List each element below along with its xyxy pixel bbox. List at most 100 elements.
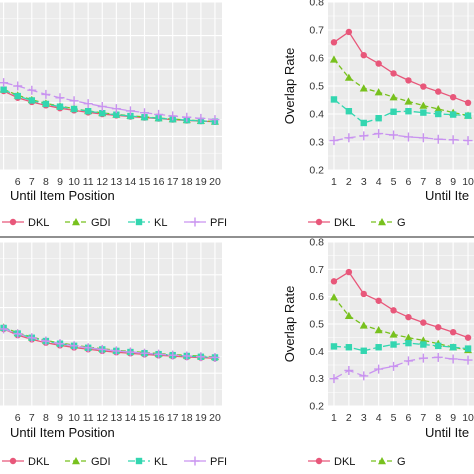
legend-label: DKL: [334, 217, 355, 229]
data-point-pfi: [154, 349, 164, 359]
series-pfi: [329, 129, 473, 146]
data-point-pfi: [83, 99, 93, 109]
data-point-gdi: [419, 101, 428, 109]
data-point-gdi: [344, 311, 353, 319]
data-point-pfi: [0, 78, 9, 88]
data-point-pfi: [374, 129, 384, 139]
data-point-pfi: [27, 333, 37, 343]
data-point-pfi: [344, 133, 354, 143]
data-point-pfi: [344, 365, 354, 375]
x-tick-label: 7: [420, 412, 426, 424]
x-tick-label: 9: [57, 412, 63, 424]
data-point-dkl: [435, 324, 442, 331]
data-point-dkl: [464, 334, 472, 341]
data-point-pfi: [125, 347, 135, 357]
legend-label: PFI: [210, 456, 227, 468]
legend-key-marker: [190, 456, 200, 466]
x-tick-label: 20: [209, 176, 221, 188]
data-point-pfi: [210, 352, 220, 362]
data-point-pfi: [418, 353, 428, 363]
chart-top-left: 6 7 8 9 10 11 12 13 14 15 16 17 18 19 20 Until Item Pos…: [0, 1, 222, 203]
series-pfi: [0, 324, 220, 362]
series-line-pfi: [3, 82, 216, 121]
data-point-pfi: [463, 136, 473, 146]
data-point-pfi: [111, 346, 121, 356]
data-point-dkl: [330, 278, 338, 285]
x-tick-label: 10: [462, 176, 474, 188]
x-tick-label: 6: [15, 412, 21, 424]
legend-key-marker: [315, 218, 323, 226]
chart-bottom-right: 1 2 3 4 5 6 7 8 9 10 0.2 0.3 0.4 0.5 0.6 0.7 0.8 Overlap …: [282, 237, 474, 440]
data-point-pfi: [359, 371, 369, 381]
data-point-kl: [449, 111, 457, 118]
x-axis-title: Until Ite: [425, 425, 469, 440]
data-point-kl: [127, 112, 134, 120]
data-point-dkl: [405, 313, 412, 321]
data-point-pfi: [448, 354, 458, 364]
legend-label: KL: [154, 456, 167, 468]
data-point-dkl: [449, 94, 457, 101]
data-point-pfi: [69, 341, 79, 351]
x-tick-label: 6: [15, 176, 21, 188]
data-point-pfi: [463, 355, 473, 365]
x-tick-label: 14: [125, 176, 137, 188]
x-tick-label: 9: [450, 412, 456, 424]
x-tick-label: 2: [346, 412, 352, 424]
data-point-pfi: [140, 108, 150, 118]
data-point-pfi: [329, 136, 339, 146]
data-point-gdi: [374, 326, 383, 334]
x-tick-label: 4: [376, 412, 382, 424]
data-point-kl: [449, 344, 457, 351]
legend-label: PFI: [210, 217, 227, 229]
data-point-pfi: [359, 131, 369, 141]
x-tick-label: 4: [376, 176, 382, 188]
x-tick-label: 17: [167, 176, 179, 188]
data-point-pfi: [389, 130, 399, 140]
data-point-gdi: [329, 293, 338, 301]
series-line-pfi: [333, 356, 469, 380]
data-point-pfi: [374, 364, 384, 374]
data-point-kl: [14, 92, 21, 100]
x-tick-label: 16: [153, 412, 165, 424]
data-point-dkl: [390, 70, 397, 77]
y-tick-label: 0.8: [309, 0, 324, 9]
x-tick-label: 6: [406, 412, 412, 424]
data-point-pfi: [83, 343, 93, 353]
x-tick-label: 15: [139, 176, 151, 188]
legend-key-marker: [72, 457, 80, 465]
series-line-dkl: [333, 271, 469, 339]
data-point-kl: [360, 347, 367, 354]
series-line-pfi: [3, 328, 215, 359]
x-tick-label: 7: [420, 176, 426, 188]
legend-key-marker: [378, 218, 386, 226]
series-pfi: [0, 78, 220, 125]
data-point-kl: [390, 341, 397, 348]
data-point-kl: [345, 344, 353, 351]
data-point-dkl: [435, 88, 442, 95]
data-point-gdi: [359, 84, 368, 92]
series-line-dkl: [333, 31, 469, 104]
data-point-pfi: [433, 352, 443, 362]
y-tick-label: 0.8: [309, 237, 324, 249]
data-point-kl: [435, 110, 442, 118]
x-tick-label: 12: [96, 412, 108, 424]
data-point-kl: [435, 342, 442, 350]
series-line-gdi: [3, 88, 215, 123]
data-point-pfi: [168, 111, 178, 121]
data-point-dkl: [420, 83, 427, 90]
data-point-pfi: [0, 324, 9, 334]
x-tick-label: 1: [331, 176, 337, 188]
data-point-kl: [405, 108, 412, 115]
data-point-kl: [330, 96, 338, 103]
y-tick-label: 0.6: [309, 291, 324, 303]
chart-top-right: 1 2 3 4 5 6 7 8 9 10 0.2 0.3 0.4 0.5 0.6 0.7 0.8 Overlap …: [282, 0, 474, 203]
y-tick-label: 0.7: [309, 25, 324, 37]
x-tick-label: 8: [43, 412, 49, 424]
data-point-gdi: [344, 73, 353, 81]
x-tick-label: 19: [195, 412, 207, 424]
x-tick-label: 13: [110, 412, 122, 424]
data-point-pfi: [418, 133, 428, 143]
series-line-kl: [333, 342, 469, 352]
x-tick-label: 15: [139, 412, 151, 424]
